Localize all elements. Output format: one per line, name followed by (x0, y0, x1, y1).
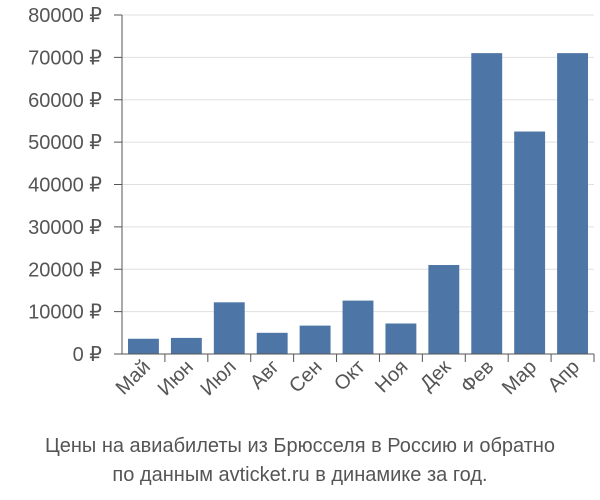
x-tick-label: Апр (544, 356, 585, 397)
bar-5 (299, 325, 331, 354)
y-tick-label: 10000 ₽ (28, 302, 102, 324)
bar-10 (514, 131, 546, 354)
bar-1 (128, 338, 159, 354)
x-tick-label: Июл (197, 356, 241, 400)
bar-2 (170, 337, 202, 354)
bar-6 (342, 300, 374, 354)
y-tick-labels: 0 ₽ 10000 ₽ 20000 ₽ 30000 ₽ 40000 ₽ 50000 ₽ 60… (28, 5, 102, 366)
y-tick-label: 60000 ₽ (28, 90, 102, 112)
y-tick-label: 70000 ₽ (28, 47, 102, 69)
chart-caption-line-2: по данным avticket.ru в динамике за год. (112, 464, 488, 486)
x-tick-label: Ноя (371, 356, 412, 397)
x-tick-label: Сен (285, 356, 326, 397)
grid-lines (122, 14, 594, 313)
y-tick-label: 30000 ₽ (28, 217, 102, 239)
y-tick-label: 80000 ₽ (28, 5, 102, 27)
chart-svg: 0 ₽ 10000 ₽ 20000 ₽ 30000 ₽ 40000 ₽ 50000 ₽ 60… (28, 5, 595, 400)
x-tick-label: Июн (154, 356, 198, 400)
x-tick-label: Мар (498, 356, 541, 399)
bar-11 (557, 53, 588, 354)
y-tick-label: 0 ₽ (73, 344, 103, 366)
y-tick-label: 40000 ₽ (28, 175, 102, 197)
bar-3 (213, 302, 245, 354)
bar-4 (256, 332, 288, 354)
x-tick-label: Май (112, 356, 155, 399)
x-tick-label: Авг (246, 356, 284, 394)
bar-8 (428, 265, 460, 354)
bar-9 (471, 53, 503, 354)
bars (128, 53, 588, 354)
x-tick-label: Фев (457, 356, 499, 398)
y-tick-label: 50000 ₽ (28, 132, 102, 154)
chart-caption-line-1: Цены на авиабилеты из Брюсселя в Россию … (44, 435, 556, 457)
axes (114, 14, 595, 362)
y-tick-label: 20000 ₽ (28, 259, 102, 281)
bar-7 (385, 323, 417, 354)
